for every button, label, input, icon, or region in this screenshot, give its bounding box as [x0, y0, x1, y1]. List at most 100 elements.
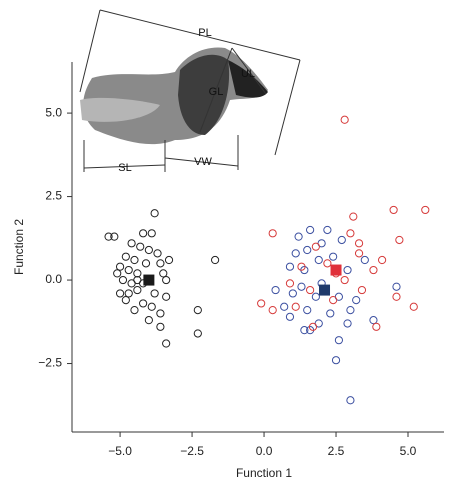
- point: [352, 295, 361, 305]
- point: [124, 265, 133, 275]
- point: [150, 289, 159, 298]
- point: [162, 275, 171, 285]
- point: [389, 205, 398, 215]
- point: [156, 309, 165, 318]
- centroid: [330, 264, 342, 276]
- gl-line: [199, 47, 233, 133]
- point: [354, 239, 364, 248]
- point: [303, 245, 312, 255]
- point: [118, 275, 128, 285]
- point: [268, 229, 277, 238]
- point: [133, 275, 142, 285]
- pl-line: [99, 9, 301, 61]
- point: [377, 255, 387, 265]
- point: [285, 262, 295, 271]
- point: [127, 239, 136, 248]
- inset-label: PL: [198, 27, 211, 39]
- point: [141, 259, 151, 268]
- centroid: [143, 274, 155, 286]
- specimen-base: [80, 97, 160, 122]
- point: [210, 255, 220, 265]
- point: [395, 235, 404, 245]
- point: [144, 245, 153, 255]
- point: [369, 316, 378, 325]
- point: [311, 292, 320, 301]
- point: [139, 299, 148, 308]
- point: [308, 322, 318, 331]
- point: [133, 269, 142, 278]
- inset-photo: PL UL GL SL VW: [79, 9, 301, 174]
- point: [193, 329, 202, 338]
- y-tick-label: 5.0: [45, 105, 62, 119]
- point: [130, 255, 139, 265]
- point: [329, 252, 338, 261]
- point: [285, 279, 295, 288]
- y-tick-label: 0.0: [45, 272, 62, 286]
- point: [115, 289, 125, 298]
- point: [357, 285, 367, 295]
- point: [156, 322, 165, 331]
- sl-line: [83, 164, 166, 169]
- point: [113, 269, 122, 278]
- pl-end: [79, 9, 101, 93]
- point: [162, 292, 171, 301]
- vw-line: [164, 157, 239, 167]
- point: [110, 232, 119, 241]
- point: [409, 302, 418, 311]
- point: [340, 275, 349, 285]
- point: [159, 269, 168, 278]
- point: [164, 255, 174, 265]
- point: [314, 255, 323, 265]
- point: [121, 252, 130, 261]
- point: [343, 319, 352, 328]
- point: [139, 229, 148, 238]
- point: [329, 295, 338, 305]
- point: [147, 229, 156, 238]
- x-tick-label: 2.5: [328, 444, 345, 458]
- point: [294, 232, 303, 241]
- point: [300, 326, 309, 335]
- point: [331, 356, 341, 365]
- x-tick-label: −5.0: [108, 444, 132, 458]
- point: [311, 242, 320, 251]
- ul-line: [231, 47, 267, 95]
- point: [156, 259, 165, 268]
- point: [303, 306, 312, 315]
- point: [136, 242, 145, 251]
- x-tick-label: 5.0: [400, 444, 417, 458]
- point: [346, 306, 355, 315]
- point: [121, 295, 130, 305]
- point: [297, 282, 306, 291]
- point: [306, 285, 315, 295]
- point: [271, 285, 280, 295]
- y-tick-label: −2.5: [38, 356, 62, 370]
- inset-label: SL: [118, 162, 131, 174]
- point: [280, 302, 289, 311]
- point: [285, 312, 295, 321]
- point: [323, 225, 332, 235]
- point: [346, 396, 355, 405]
- point: [130, 306, 139, 315]
- x-tick-label: −2.5: [180, 444, 204, 458]
- inset-label: UL: [241, 68, 255, 80]
- point: [360, 255, 369, 265]
- point: [323, 259, 332, 268]
- point: [147, 302, 156, 311]
- point: [150, 209, 159, 218]
- y-axis-label: Function 2: [12, 219, 26, 275]
- point: [124, 289, 133, 298]
- pl-end: [274, 59, 301, 156]
- point: [343, 265, 352, 275]
- point: [392, 282, 401, 291]
- point: [104, 232, 113, 241]
- specimen-tip: [228, 60, 268, 98]
- point: [369, 265, 378, 275]
- point: [349, 212, 358, 221]
- point: [306, 225, 315, 235]
- point: [392, 292, 401, 301]
- point: [268, 306, 277, 315]
- point: [326, 309, 335, 318]
- centroid: [319, 284, 331, 296]
- inset-label: GL: [209, 86, 224, 98]
